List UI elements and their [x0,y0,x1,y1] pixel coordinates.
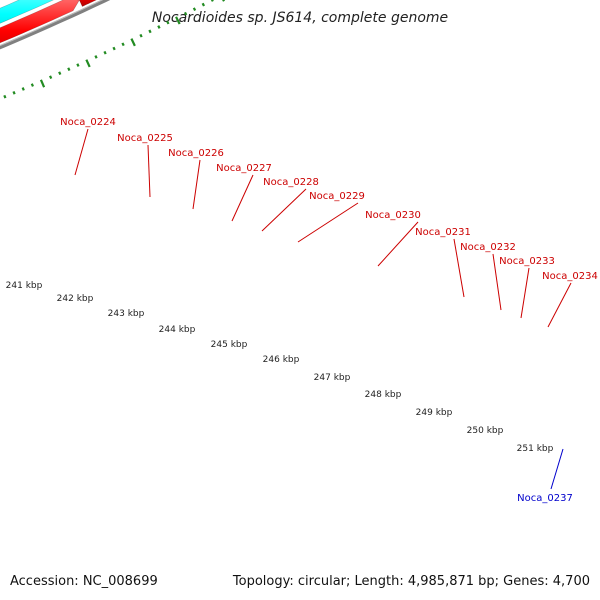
scale-tick [3,94,7,99]
scale-label: 249 kbp [416,408,453,418]
gene-label[interactable]: Noca_0225 [117,133,173,144]
gene-label[interactable]: Noca_0224 [60,117,116,128]
scale-tick [49,75,53,80]
gene-leader-line [261,188,307,232]
gene-label[interactable]: Noca_0226 [168,148,224,159]
scale-label: 248 kbp [365,390,402,400]
topology-summary: Topology: circular; Length: 4,985,871 bp… [232,574,590,589]
gene-label[interactable]: Noca_0237 [517,493,573,504]
map-title: Nocardioides sp. JS614, complete genome [151,10,449,26]
scale-tick [94,55,98,59]
cds-forward[interactable] [0,0,80,71]
scale-label: 244 kbp [159,325,196,335]
gene-label[interactable]: Noca_0227 [216,163,272,174]
gene-leader-line [550,448,564,490]
scale-tick [58,71,62,76]
scale-tick [175,16,181,25]
scale-tick [148,29,152,34]
tick-rings [3,0,225,99]
scale-label: 250 kbp [467,426,504,436]
gene-leader-line [492,253,502,311]
scale-tick [112,46,116,51]
gene-leader-line [297,202,359,243]
gene-label[interactable]: Noca_0231 [415,227,471,238]
scale-tick [103,50,107,55]
scale-tick [222,0,225,2]
scale-label: 251 kbp [517,444,554,454]
scale-label: 242 kbp [57,294,94,304]
gene-label[interactable]: Noca_0233 [499,256,555,267]
scale-tick [12,91,16,95]
scale-label: 243 kbp [108,309,145,319]
gene-leader-line [547,282,572,328]
scale-tick [76,63,80,67]
backbone-highlight [0,0,104,47]
scale-label: 247 kbp [314,373,351,383]
cds-forward[interactable] [76,0,110,7]
scale-tick [39,79,46,88]
gene-leader-line [453,238,465,298]
scale-tick [157,25,161,29]
scale-tick [166,20,170,25]
scale-tick [183,11,188,16]
scale-label: 241 kbp [6,281,43,291]
feature-track [0,0,110,71]
accession-text: Accession: NC_008699 [10,574,158,589]
scale-label: 245 kbp [211,340,248,350]
gene-leader-line [520,267,530,319]
gene-label[interactable]: Noca_0232 [460,242,516,253]
scale-tick [130,38,136,47]
scale-tick [192,7,197,12]
scale-tick [210,0,214,2]
backbone [0,0,111,50]
gene-leader-line [192,159,201,210]
gene-leader-line [74,128,89,176]
scale-tick [21,87,25,91]
backbone-line [0,0,111,50]
gene-leader-line [377,221,419,267]
trna-feature[interactable] [0,0,82,54]
scale-tick [121,42,125,47]
scale-tick [201,2,205,7]
gene-label[interactable]: Noca_0234 [542,271,598,282]
scale-labels: 241 kbp 242 kbp 243 kbp 244 kbp 245 kbp 246 k… [6,281,554,454]
scale-tick [67,67,71,72]
gene-label[interactable]: Noca_0230 [365,210,421,221]
gene-label[interactable]: Noca_0228 [263,177,319,188]
scale-tick [30,83,34,87]
gene-leader-line [147,144,151,198]
scale-tick [85,59,91,68]
gene-leader-line [231,174,254,222]
gene-label[interactable]: Noca_0229 [309,191,365,202]
scale-label: 246 kbp [263,355,300,365]
scale-tick [139,33,143,38]
